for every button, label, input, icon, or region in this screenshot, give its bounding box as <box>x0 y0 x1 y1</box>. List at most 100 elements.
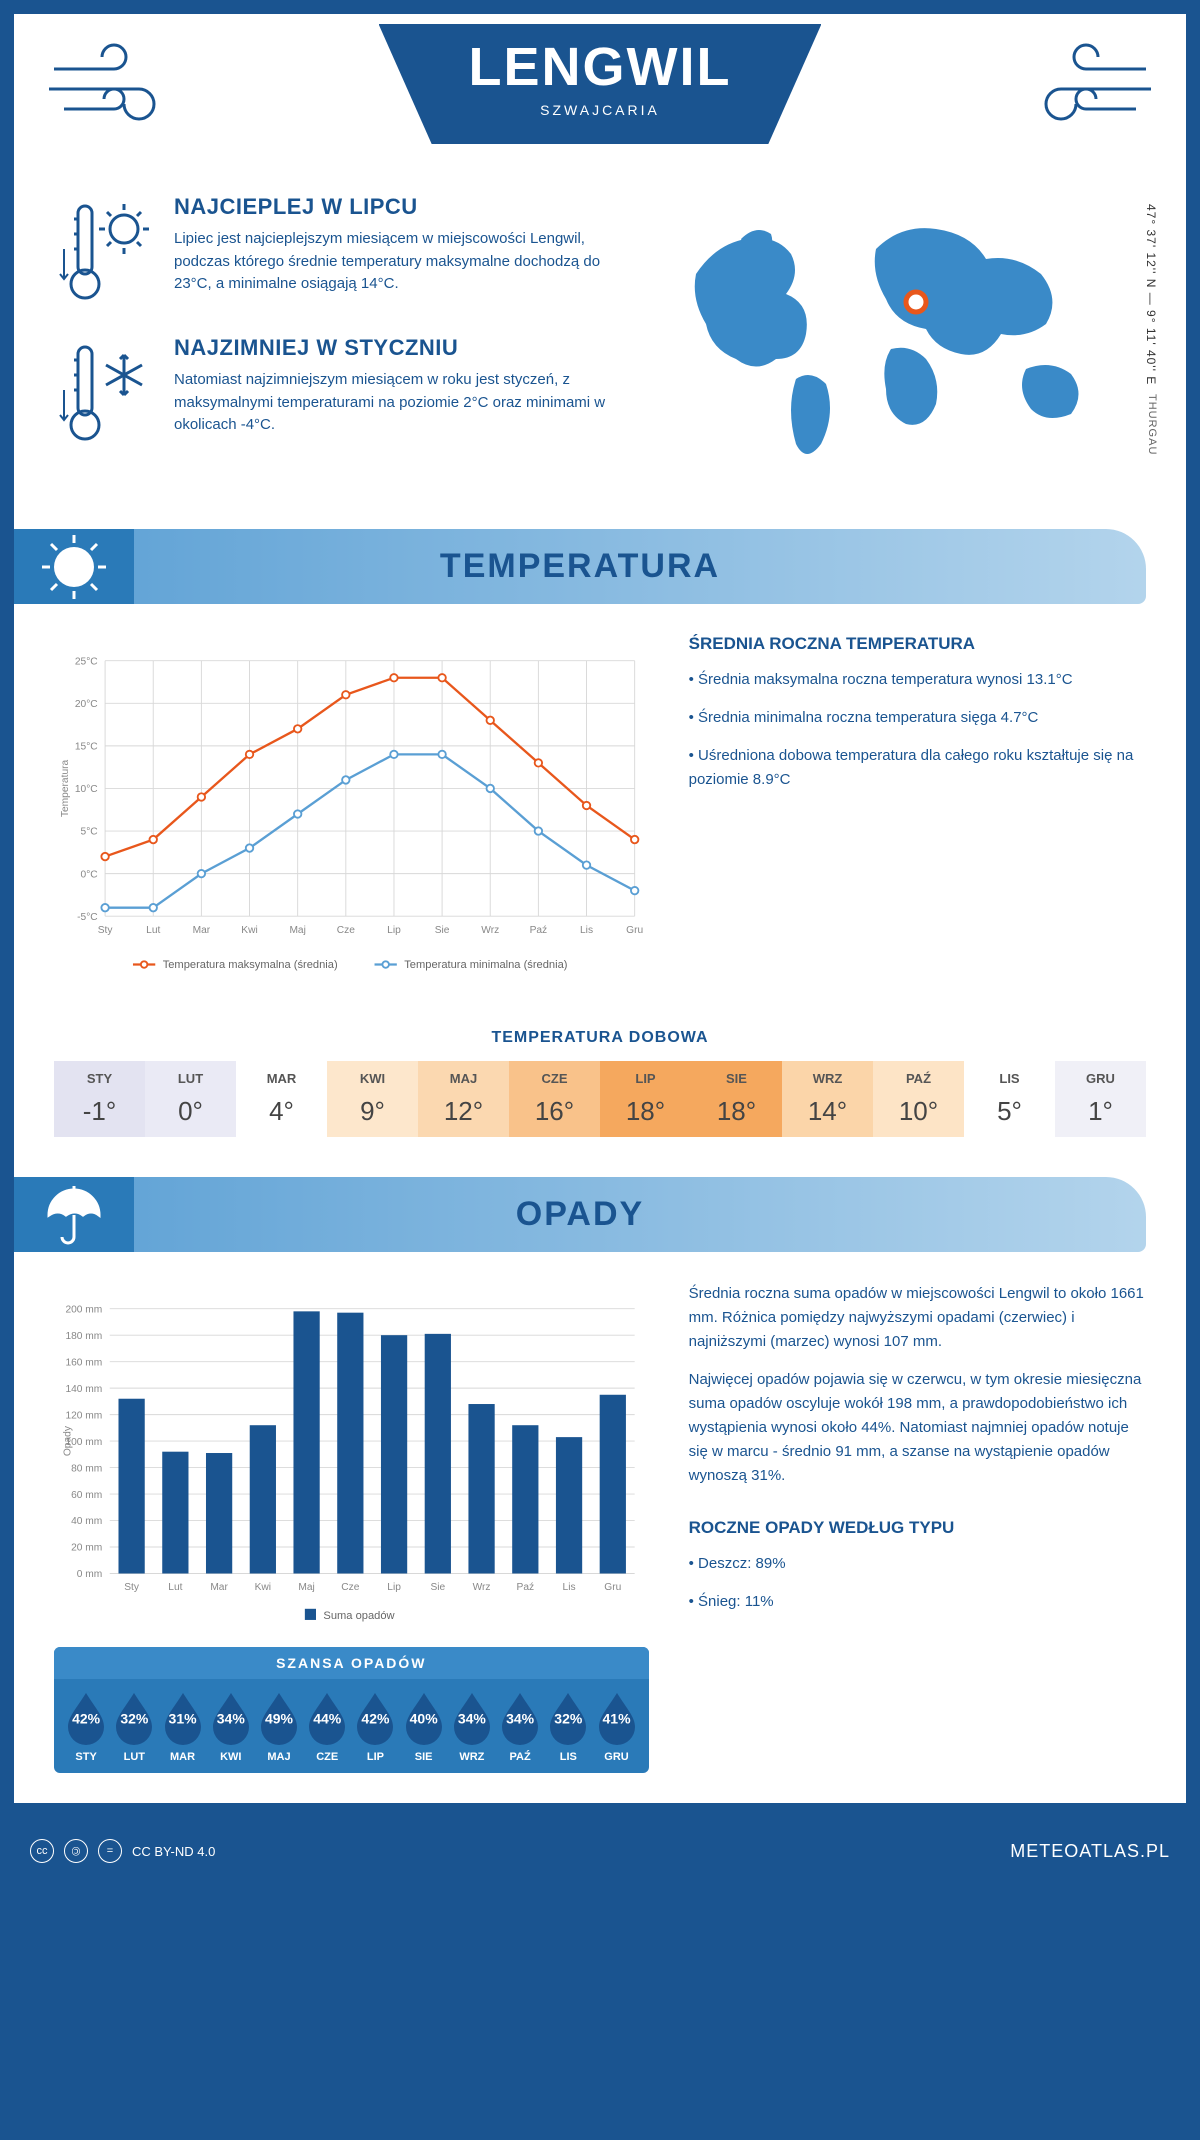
daily-cell: MAR4° <box>236 1061 327 1137</box>
svg-text:Cze: Cze <box>341 1582 359 1593</box>
svg-text:Lis: Lis <box>563 1582 576 1593</box>
by-type-item: • Deszcz: 89% <box>689 1552 1146 1576</box>
svg-text:25°C: 25°C <box>75 656 98 667</box>
svg-text:Suma opadów: Suma opadów <box>323 1610 395 1622</box>
svg-text:160 mm: 160 mm <box>65 1357 102 1368</box>
svg-text:15°C: 15°C <box>75 742 98 753</box>
license: cc 🄯 = CC BY-ND 4.0 <box>30 1839 215 1863</box>
svg-text:Lip: Lip <box>387 925 401 936</box>
by-type-title: ROCZNE OPADY WEDŁUG TYPU <box>689 1518 1146 1538</box>
svg-text:Sie: Sie <box>435 925 450 936</box>
svg-text:Kwi: Kwi <box>241 925 257 936</box>
svg-text:Maj: Maj <box>298 1582 314 1593</box>
svg-text:Mar: Mar <box>210 1582 228 1593</box>
temp-section-header: TEMPERATURA <box>14 529 1146 604</box>
chance-cell: 44%CZE <box>303 1689 351 1763</box>
daily-cell: CZE16° <box>509 1061 600 1137</box>
svg-text:Temperatura maksymalna (średni: Temperatura maksymalna (średnia) <box>163 959 338 971</box>
daily-cell: KWI9° <box>327 1061 418 1137</box>
page: LENGWIL SZWAJCARIA NAJCIEPLEJ W LIPCU Li… <box>14 14 1186 1803</box>
cc-icon: cc <box>30 1839 54 1863</box>
chance-cell: 31%MAR <box>158 1689 206 1763</box>
thermometer-sun-icon <box>54 194 154 309</box>
precip-text: Średnia roczna suma opadów w miejscowośc… <box>689 1282 1146 1773</box>
svg-text:5°C: 5°C <box>81 827 98 838</box>
daily-cell: SIE18° <box>691 1061 782 1137</box>
svg-text:Paź: Paź <box>530 925 548 936</box>
chance-row: 42%STY32%LUT31%MAR34%KWI49%MAJ44%CZE42%L… <box>54 1679 649 1763</box>
temp-content: -5°C0°C5°C10°C15°C20°C25°CStyLutMarKwiMa… <box>14 634 1186 1029</box>
warm-desc: Lipiec jest najcieplejszym miesiącem w m… <box>174 228 626 296</box>
svg-text:200 mm: 200 mm <box>65 1304 102 1315</box>
svg-text:Temperatura minimalna (średnia: Temperatura minimalna (średnia) <box>404 959 568 971</box>
chance-cell: 42%STY <box>62 1689 110 1763</box>
svg-text:Temperatura: Temperatura <box>60 759 71 817</box>
warm-text: NAJCIEPLEJ W LIPCU Lipiec jest najcieple… <box>174 194 626 296</box>
svg-text:Paź: Paź <box>517 1582 535 1593</box>
cold-text: NAJZIMNIEJ W STYCZNIU Natomiast najzimni… <box>174 335 626 437</box>
nd-icon: = <box>98 1839 122 1863</box>
location-title: LENGWIL <box>469 36 732 98</box>
thermometer-snow-icon <box>54 335 154 450</box>
daily-cell: GRU1° <box>1055 1061 1146 1137</box>
svg-text:120 mm: 120 mm <box>65 1410 102 1421</box>
svg-text:10°C: 10°C <box>75 784 98 795</box>
chance-cell: 34%WRZ <box>448 1689 496 1763</box>
sun-icon <box>14 529 134 604</box>
temp-title: TEMPERATURA <box>14 547 1146 586</box>
precip-content: 0 mm20 mm40 mm60 mm80 mm100 mm120 mm140 … <box>14 1282 1186 1803</box>
wind-icon <box>44 34 184 139</box>
title-banner: LENGWIL SZWAJCARIA <box>379 24 822 144</box>
svg-text:Gru: Gru <box>604 1582 621 1593</box>
svg-text:Mar: Mar <box>193 925 211 936</box>
svg-text:-5°C: -5°C <box>77 912 98 923</box>
chance-strip: SZANSA OPADÓW 42%STY32%LUT31%MAR34%KWI49… <box>54 1647 649 1773</box>
precip-title: OPADY <box>14 1195 1146 1234</box>
map-svg <box>666 194 1146 474</box>
svg-text:20°C: 20°C <box>75 699 98 710</box>
svg-text:Wrz: Wrz <box>481 925 499 936</box>
svg-text:Opady: Opady <box>63 1425 74 1456</box>
location-subtitle: SZWAJCARIA <box>469 102 732 118</box>
chance-title: SZANSA OPADÓW <box>54 1647 649 1679</box>
svg-text:140 mm: 140 mm <box>65 1384 102 1395</box>
temp-bullet: • Średnia minimalna roczna temperatura s… <box>689 706 1146 730</box>
temp-bullet: • Średnia maksymalna roczna temperatura … <box>689 668 1146 692</box>
chance-cell: 41%GRU <box>592 1689 640 1763</box>
chance-cell: 32%LIS <box>544 1689 592 1763</box>
temp-bullets: • Średnia maksymalna roczna temperatura … <box>689 668 1146 792</box>
chance-cell: 49%MAJ <box>255 1689 303 1763</box>
chance-cell: 34%PAŹ <box>496 1689 544 1763</box>
chance-cell: 42%LIP <box>351 1689 399 1763</box>
daily-cell: PAŹ10° <box>873 1061 964 1137</box>
highlights-text: NAJCIEPLEJ W LIPCU Lipiec jest najcieple… <box>54 194 626 479</box>
world-map: 47° 37' 12'' N — 9° 11' 40'' E THURGAU <box>666 194 1146 479</box>
temp-chart: -5°C0°C5°C10°C15°C20°C25°CStyLutMarKwiMa… <box>54 634 649 999</box>
svg-text:0°C: 0°C <box>81 869 98 880</box>
precip-section-header: OPADY <box>14 1177 1146 1252</box>
coordinates: 47° 37' 12'' N — 9° 11' 40'' E <box>1144 204 1158 385</box>
svg-text:Lis: Lis <box>580 925 593 936</box>
warm-title: NAJCIEPLEJ W LIPCU <box>174 194 626 220</box>
by-type-list: • Deszcz: 89% • Śnieg: 11% <box>689 1552 1146 1614</box>
wind-icon <box>1016 34 1156 139</box>
svg-text:0 mm: 0 mm <box>77 1569 103 1580</box>
svg-text:Kwi: Kwi <box>255 1582 271 1593</box>
temp-summary-title: ŚREDNIA ROCZNA TEMPERATURA <box>689 634 1146 654</box>
svg-text:Sie: Sie <box>430 1582 445 1593</box>
svg-text:180 mm: 180 mm <box>65 1331 102 1342</box>
precip-chart-col: 0 mm20 mm40 mm60 mm80 mm100 mm120 mm140 … <box>54 1282 649 1773</box>
daily-temp-title: TEMPERATURA DOBOWA <box>14 1029 1186 1047</box>
daily-cell: WRZ14° <box>782 1061 873 1137</box>
daily-cell: LIS5° <box>964 1061 1055 1137</box>
svg-text:Cze: Cze <box>337 925 355 936</box>
svg-text:Sty: Sty <box>98 925 114 936</box>
temp-bullet: • Uśredniona dobowa temperatura dla całe… <box>689 744 1146 792</box>
warm-highlight: NAJCIEPLEJ W LIPCU Lipiec jest najcieple… <box>54 194 626 309</box>
footer: cc 🄯 = CC BY-ND 4.0 METEOATLAS.PL <box>0 1823 1200 1879</box>
chance-cell: 34%KWI <box>207 1689 255 1763</box>
svg-text:Gru: Gru <box>626 925 643 936</box>
precip-chart: 0 mm20 mm40 mm60 mm80 mm100 mm120 mm140 … <box>54 1282 649 1642</box>
svg-text:Lut: Lut <box>146 925 160 936</box>
svg-text:60 mm: 60 mm <box>71 1490 102 1501</box>
